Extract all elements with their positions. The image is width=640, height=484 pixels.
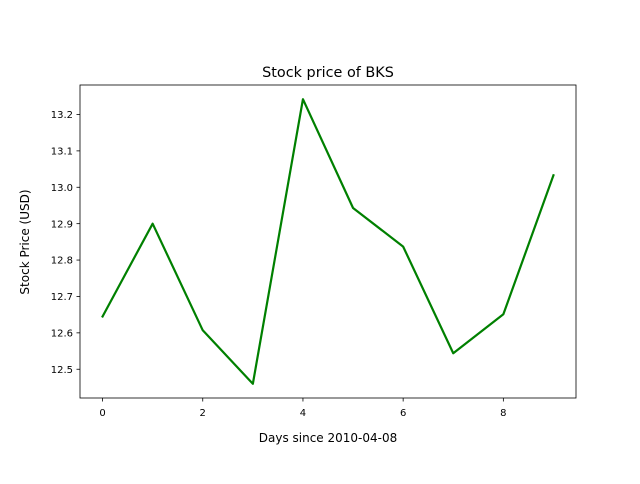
chart-title: Stock price of BKS bbox=[262, 65, 394, 81]
x-tick-label: 2 bbox=[200, 408, 206, 419]
y-tick-label: 12.6 bbox=[51, 328, 73, 339]
y-tick-label: 12.8 bbox=[51, 256, 73, 267]
y-axis-label: Stock Price (USD) bbox=[18, 189, 32, 294]
x-tick-label: 0 bbox=[99, 408, 105, 419]
x-axis-label: Days since 2010-04-08 bbox=[259, 431, 398, 445]
plot-area bbox=[79, 84, 577, 399]
x-axis: 0 2 4 6 8 bbox=[99, 398, 507, 419]
y-tick-label: 12.5 bbox=[51, 365, 73, 376]
y-tick-label: 12.7 bbox=[51, 292, 73, 303]
y-tick-label: 13.2 bbox=[51, 110, 73, 121]
y-tick-label: 13.0 bbox=[51, 183, 73, 194]
series-layer bbox=[101, 98, 555, 385]
series-line-0 bbox=[101, 98, 555, 385]
y-tick-label: 13.1 bbox=[51, 146, 73, 157]
plot-frame bbox=[79, 84, 577, 399]
x-tick-label: 6 bbox=[400, 408, 406, 419]
x-tick-label: 4 bbox=[300, 408, 306, 419]
y-axis: 12.5 12.6 12.7 12.8 12.9 13.0 13.1 13.2 bbox=[51, 110, 80, 376]
y-tick-label: 12.9 bbox=[51, 219, 73, 230]
x-tick-label: 8 bbox=[500, 408, 506, 419]
